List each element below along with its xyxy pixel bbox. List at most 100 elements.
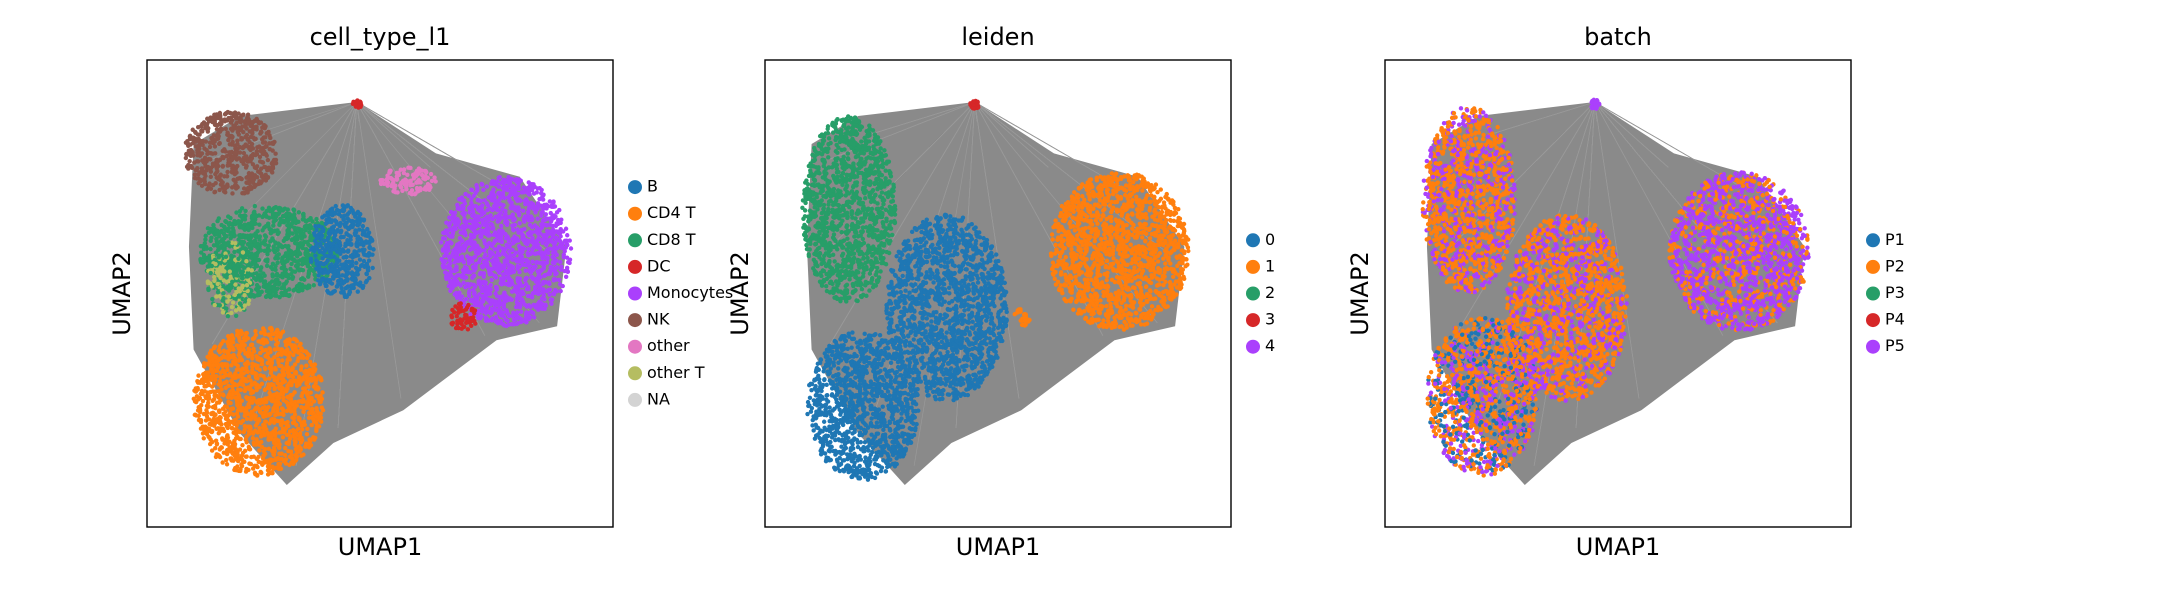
cell-point bbox=[210, 439, 215, 445]
cell-point bbox=[329, 218, 335, 223]
cell-point bbox=[284, 279, 289, 284]
cell-point bbox=[282, 430, 287, 435]
cell-point bbox=[471, 246, 476, 251]
cell-point bbox=[187, 133, 193, 139]
cell-point bbox=[229, 253, 234, 258]
cell-point bbox=[262, 273, 267, 278]
cell-point bbox=[494, 287, 500, 292]
cell-point bbox=[261, 326, 266, 331]
cell-point bbox=[476, 214, 481, 220]
cell-point bbox=[515, 227, 520, 232]
cell-point bbox=[236, 256, 241, 261]
cell-point bbox=[232, 110, 238, 115]
cell-point bbox=[409, 188, 415, 193]
cell-point bbox=[183, 155, 189, 161]
cell-point bbox=[541, 279, 546, 285]
cell-point bbox=[226, 214, 231, 219]
cell-point bbox=[280, 435, 286, 440]
cell-point bbox=[233, 186, 239, 191]
cell-point bbox=[265, 131, 271, 136]
cell-point bbox=[255, 464, 260, 470]
cell-point bbox=[240, 275, 245, 281]
cell-point bbox=[340, 265, 346, 271]
cell-point bbox=[184, 152, 189, 157]
cell-point bbox=[293, 371, 298, 376]
cell-point bbox=[253, 231, 258, 236]
cell-point bbox=[516, 280, 522, 285]
cell-point bbox=[461, 280, 466, 285]
cell-point bbox=[299, 364, 304, 369]
cell-point bbox=[273, 278, 279, 284]
cell-point bbox=[558, 239, 563, 244]
cell-point bbox=[446, 228, 451, 233]
cell-point bbox=[233, 313, 239, 318]
cell-point bbox=[216, 389, 221, 394]
cell-point bbox=[537, 227, 543, 232]
cell-point bbox=[502, 250, 507, 256]
cell-point bbox=[232, 249, 237, 255]
cell-point bbox=[210, 404, 216, 410]
cell-point bbox=[478, 280, 483, 286]
cell-point bbox=[313, 244, 319, 249]
cell-point bbox=[470, 219, 475, 225]
cell-point bbox=[506, 275, 511, 280]
cell-point bbox=[286, 449, 291, 454]
cell-point bbox=[190, 153, 196, 158]
cell-point bbox=[290, 274, 296, 280]
cell-point bbox=[235, 452, 240, 458]
cell-point bbox=[266, 332, 271, 337]
cell-point bbox=[282, 290, 287, 295]
cell-point bbox=[214, 157, 219, 163]
cell-point bbox=[298, 341, 303, 346]
cell-point bbox=[521, 246, 527, 251]
cell-point bbox=[198, 380, 203, 386]
cell-point bbox=[299, 236, 305, 241]
cell-point bbox=[305, 351, 310, 356]
cell-point bbox=[515, 191, 521, 196]
cell-point bbox=[316, 273, 321, 278]
cell-point bbox=[252, 214, 258, 219]
cell-point bbox=[277, 205, 282, 211]
cell-point bbox=[487, 233, 492, 238]
cell-point bbox=[513, 239, 518, 244]
cell-point bbox=[317, 282, 323, 287]
cell-point bbox=[278, 331, 284, 337]
cell-point bbox=[485, 207, 490, 213]
cell-point bbox=[564, 267, 570, 273]
cell-point bbox=[235, 387, 241, 392]
cell-point bbox=[217, 303, 223, 308]
cell-point bbox=[274, 334, 280, 340]
cell-point bbox=[540, 209, 545, 215]
cell-point bbox=[257, 222, 262, 227]
cell-point bbox=[228, 126, 234, 132]
cell-point bbox=[490, 207, 495, 213]
cell-point bbox=[401, 167, 407, 172]
cell-point bbox=[303, 219, 309, 224]
cell-point bbox=[499, 282, 504, 287]
cell-point bbox=[439, 240, 444, 245]
cell-point bbox=[563, 274, 569, 280]
cell-point bbox=[265, 257, 270, 262]
graph-edge bbox=[356, 101, 402, 399]
cell-point bbox=[479, 285, 484, 290]
cell-point bbox=[505, 215, 511, 220]
cell-point bbox=[451, 217, 456, 222]
cell-point bbox=[193, 144, 199, 149]
cell-point bbox=[467, 293, 472, 299]
cell-point bbox=[308, 224, 314, 230]
cell-point bbox=[206, 428, 211, 433]
cell-point bbox=[288, 256, 293, 261]
cell-point bbox=[243, 469, 249, 474]
cell-point bbox=[273, 457, 279, 463]
graph-edge bbox=[254, 101, 357, 135]
cell-point bbox=[220, 268, 225, 274]
cell-point bbox=[496, 184, 502, 189]
cell-point bbox=[243, 208, 248, 214]
cell-point bbox=[226, 294, 232, 299]
cell-point bbox=[295, 358, 300, 364]
cell-point bbox=[548, 204, 553, 209]
cell-point bbox=[253, 152, 258, 158]
cell-point bbox=[240, 225, 245, 230]
cell-point bbox=[206, 165, 211, 170]
